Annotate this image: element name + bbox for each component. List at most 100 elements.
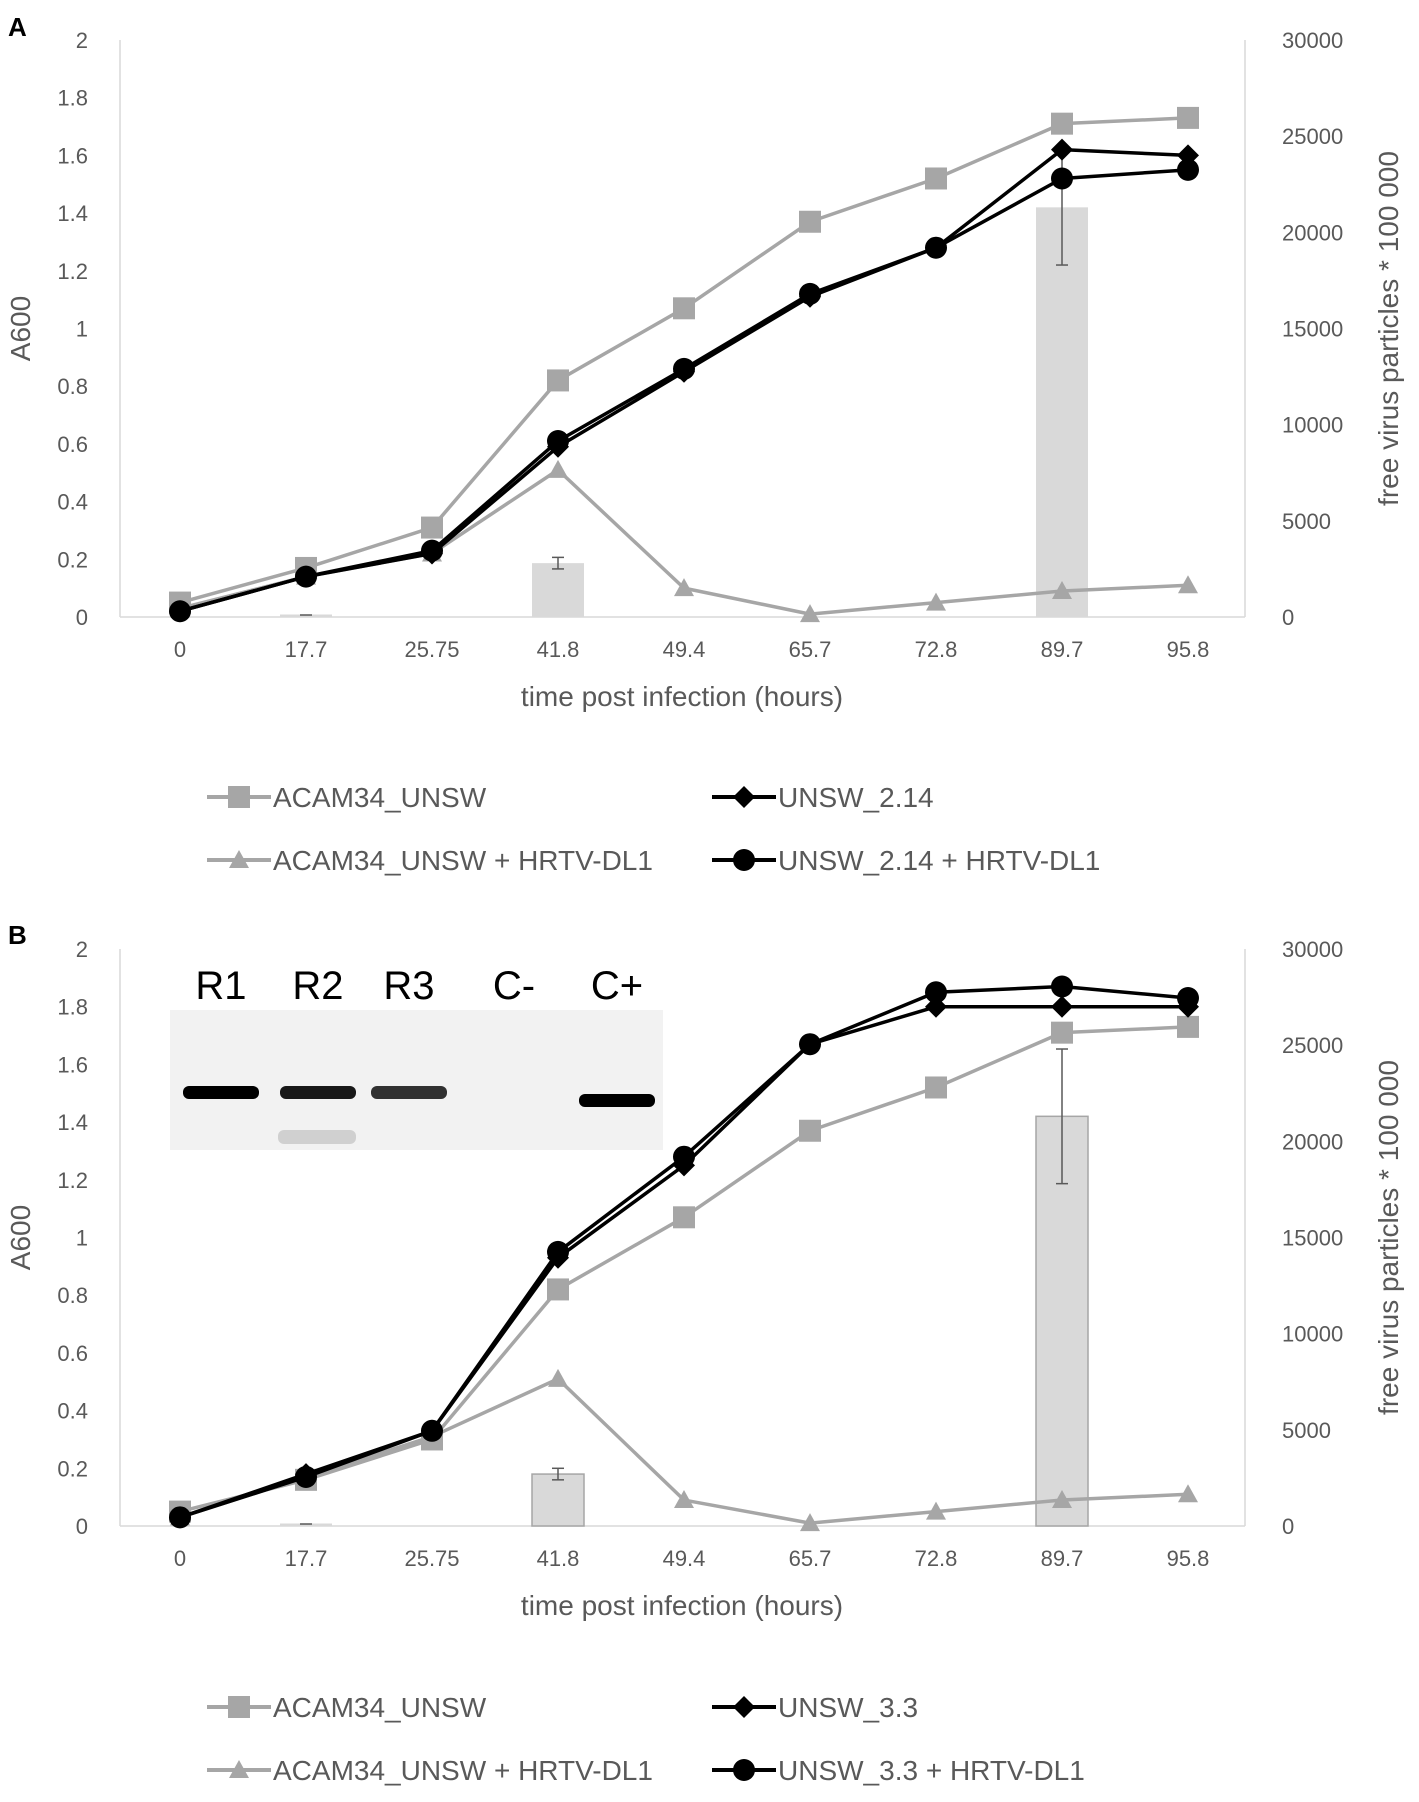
x-tick-label: 17.7 [285, 1546, 328, 1571]
legend-marker [228, 786, 250, 808]
point-unsw-strain-hrtv [295, 1465, 317, 1488]
panel-label: A [8, 12, 27, 42]
y-tick-label: 1.6 [57, 1052, 88, 1077]
x-tick-label: 65.7 [789, 637, 832, 662]
point-acam34 [1051, 1021, 1073, 1044]
legend-marker [229, 1760, 249, 1778]
y2-axis-title: free virus particles * 100 000 [1373, 1060, 1404, 1415]
point-acam34-hrtv [1052, 581, 1072, 600]
panel-label: B [8, 920, 27, 950]
point-acam34 [421, 516, 443, 539]
point-unsw-strain-hrtv [295, 565, 317, 588]
point-unsw-strain-hrtv [421, 1419, 443, 1442]
legend-marker [733, 786, 755, 808]
point-acam34-hrtv [1178, 1484, 1198, 1503]
legend-label: ACAM34_UNSW + HRTV-DL1 [273, 845, 653, 876]
point-acam34 [547, 1278, 569, 1301]
gel-band [371, 1086, 447, 1099]
x-tick-label: 49.4 [663, 637, 706, 662]
y-tick-label: 0.2 [57, 1456, 88, 1481]
y-tick-label: 1.4 [57, 201, 88, 226]
y2-tick-label: 15000 [1282, 1226, 1343, 1251]
point-unsw-strain-hrtv [1051, 975, 1073, 998]
y-tick-label: 1.6 [57, 143, 88, 168]
legend-marker [733, 849, 755, 871]
x-axis-title: time post infection (hours) [521, 681, 843, 712]
point-acam34 [1177, 1015, 1199, 1038]
y2-tick-label: 25000 [1282, 124, 1343, 149]
point-unsw-strain-hrtv [925, 236, 947, 259]
x-tick-label: 17.7 [285, 637, 328, 662]
legend-label: UNSW_3.3 + HRTV-DL1 [778, 1755, 1085, 1786]
y-tick-label: 0.8 [57, 1283, 88, 1308]
y2-tick-label: 10000 [1282, 413, 1343, 438]
point-acam34-hrtv [674, 1490, 694, 1509]
point-acam34-hrtv [1052, 1490, 1072, 1509]
y-tick-label: 0.4 [57, 490, 88, 515]
point-unsw-strain-hrtv [547, 430, 569, 453]
y-axis-title: A600 [5, 1205, 36, 1270]
y-tick-label: 0.4 [57, 1399, 88, 1424]
y2-tick-label: 0 [1282, 605, 1294, 630]
y2-tick-label: 25000 [1282, 1033, 1343, 1058]
point-acam34 [1177, 106, 1199, 129]
point-unsw-strain-hrtv [1177, 158, 1199, 181]
point-unsw-strain-hrtv [169, 600, 191, 623]
y-tick-label: 1.4 [57, 1110, 88, 1135]
legend-marker [228, 1696, 250, 1718]
point-acam34 [925, 167, 947, 190]
gel-lane-label: R1 [195, 964, 246, 1008]
y-tick-label: 0.8 [57, 374, 88, 399]
legend-label: UNSW_2.14 [778, 782, 934, 813]
point-unsw-strain [1051, 138, 1073, 161]
x-tick-label: 95.8 [1167, 637, 1210, 662]
y-tick-label: 1.8 [57, 86, 88, 111]
point-unsw-strain-hrtv [421, 539, 443, 562]
point-unsw-strain-hrtv [673, 357, 695, 380]
legend-marker [229, 850, 249, 868]
point-acam34 [1051, 112, 1073, 135]
legend-marker [733, 1759, 755, 1781]
panel-a: A 0 0.2 0.4 0.6 0.8 1 1.2 1.4 1.6 1.8 2 0 5000 10000 15… [5, 12, 1404, 876]
x-tick-label: 41.8 [537, 1546, 580, 1571]
x-tick-label: 41.8 [537, 637, 580, 662]
x-tick-label: 89.7 [1041, 637, 1084, 662]
y2-tick-label: 5000 [1282, 1418, 1331, 1443]
point-unsw-strain-hrtv [673, 1145, 695, 1168]
legend-label: UNSW_3.3 [778, 1692, 918, 1723]
x-tick-label: 89.7 [1041, 1546, 1084, 1571]
point-acam34-hrtv [926, 592, 946, 611]
y-tick-label: 1.8 [57, 995, 88, 1020]
point-acam34 [925, 1076, 947, 1099]
y-tick-label: 2 [76, 937, 88, 962]
x-tick-label: 25.75 [404, 637, 459, 662]
y-tick-label: 2 [76, 28, 88, 53]
gel-band [280, 1086, 356, 1099]
x-tick-label: 65.7 [789, 1546, 832, 1571]
point-acam34-hrtv [926, 1501, 946, 1520]
point-acam34-hrtv [800, 1513, 820, 1532]
panel-b: B 0 0.2 0.4 0.6 0.8 1 1.2 1.4 1.6 1.8 2 0 5000 10000 15… [5, 920, 1404, 1786]
y2-tick-label: 0 [1282, 1514, 1294, 1539]
point-unsw-strain-hrtv [547, 1240, 569, 1263]
y-tick-label: 1.2 [57, 259, 88, 284]
point-unsw-strain-hrtv [1051, 167, 1073, 190]
y-tick-label: 0.2 [57, 547, 88, 572]
legend-label: ACAM34_UNSW [273, 782, 487, 813]
gel-image [170, 1010, 663, 1150]
legend-label: ACAM34_UNSW [273, 1692, 487, 1723]
x-tick-label: 25.75 [404, 1546, 459, 1571]
point-unsw-strain-hrtv [169, 1506, 191, 1529]
gel-band [183, 1086, 259, 1099]
bar [532, 563, 584, 617]
y-tick-label: 0 [76, 605, 88, 630]
y-tick-label: 1.2 [57, 1168, 88, 1193]
y2-tick-label: 20000 [1282, 220, 1343, 245]
point-acam34-hrtv [548, 459, 568, 478]
bar [1035, 1115, 1089, 1527]
x-tick-label: 72.8 [915, 1546, 958, 1571]
x-axis-title: time post infection (hours) [521, 1590, 843, 1621]
point-unsw-strain-hrtv [799, 282, 821, 305]
legend-marker [733, 1696, 755, 1718]
